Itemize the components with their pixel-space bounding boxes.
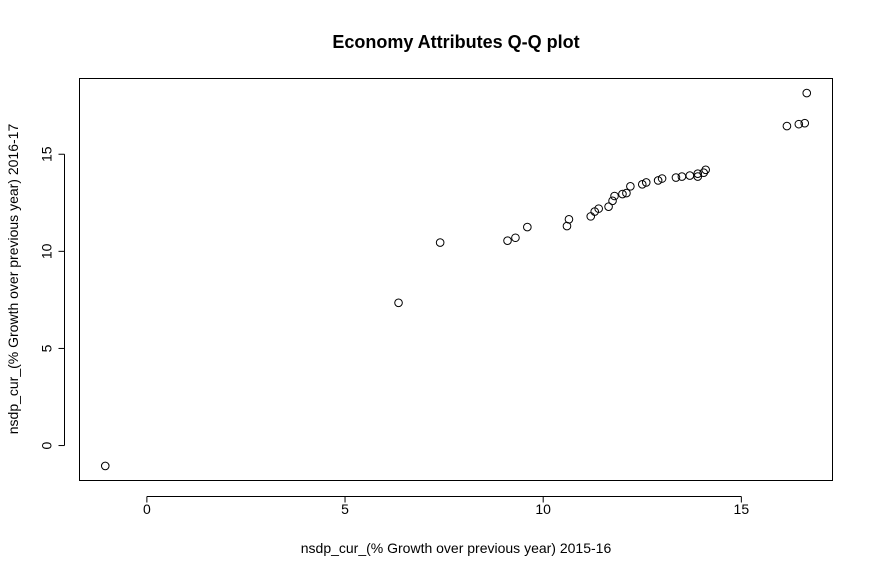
data-point xyxy=(699,168,708,177)
data-point xyxy=(100,461,110,471)
data-point xyxy=(685,171,695,180)
y-tick-label: 5 xyxy=(39,344,55,352)
x-tick-label: 0 xyxy=(143,501,151,517)
data-point xyxy=(802,88,812,98)
data-point xyxy=(435,238,445,247)
data-point xyxy=(800,118,810,128)
data-point xyxy=(523,222,532,232)
data-point xyxy=(511,233,520,243)
y-axis: 0 5 10 15 xyxy=(39,146,65,449)
data-point xyxy=(586,212,596,221)
y-tick-label: 10 xyxy=(39,243,55,259)
x-tick-label: 5 xyxy=(341,501,349,517)
data-point xyxy=(618,189,627,199)
data-point xyxy=(626,181,635,191)
data-point xyxy=(671,173,681,182)
y-tick-label: 0 xyxy=(39,441,55,449)
data-point xyxy=(701,165,710,175)
x-axis-label: nsdp_cur_(% Growth over previous year) 2… xyxy=(301,540,612,556)
chart-title: Economy Attributes Q-Q plot xyxy=(332,32,579,52)
data-point xyxy=(637,180,647,189)
data-point xyxy=(394,298,403,308)
x-tick-label: 10 xyxy=(535,501,551,517)
data-point xyxy=(564,214,574,224)
data-point xyxy=(693,172,703,181)
y-tick-label: 15 xyxy=(39,146,55,162)
data-point xyxy=(622,188,631,198)
x-axis: 0 5 10 15 xyxy=(143,496,750,517)
data-point xyxy=(610,191,619,201)
data-point xyxy=(653,176,663,185)
data-point xyxy=(782,121,792,131)
data-point xyxy=(604,202,613,211)
data-point xyxy=(594,204,603,213)
data-point xyxy=(693,169,703,178)
data-points xyxy=(100,88,812,471)
data-point xyxy=(657,174,667,183)
x-tick-label: 15 xyxy=(734,501,750,517)
data-point xyxy=(503,236,512,245)
y-axis-label: nsdp_cur_(% Growth over previous year) 2… xyxy=(5,124,21,435)
data-point xyxy=(794,119,804,129)
plot-frame xyxy=(79,78,833,481)
data-point xyxy=(641,178,651,187)
data-point xyxy=(608,196,617,206)
